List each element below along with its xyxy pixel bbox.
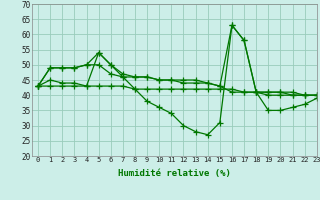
X-axis label: Humidité relative (%): Humidité relative (%) <box>118 169 231 178</box>
